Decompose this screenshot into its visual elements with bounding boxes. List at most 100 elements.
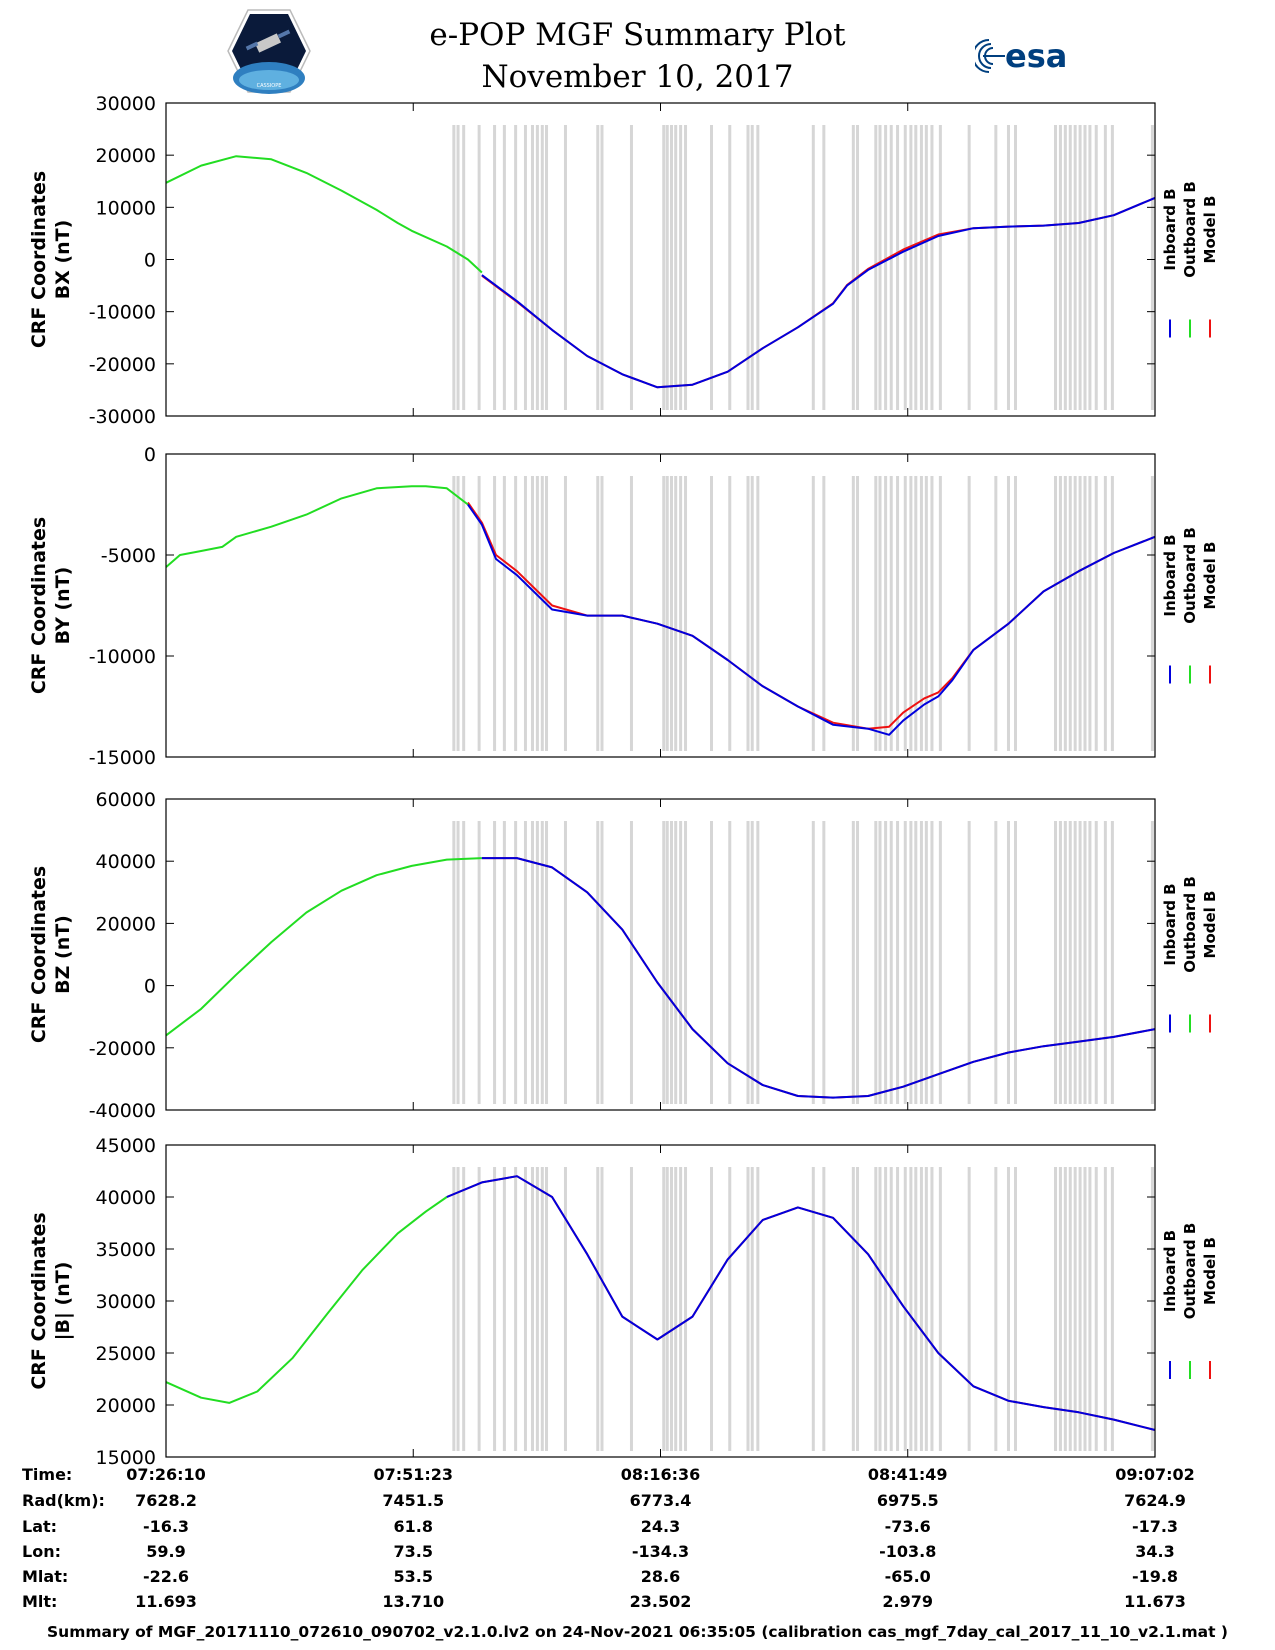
series-line-outboard-b <box>165 155 483 274</box>
logo-left-text: CASSIOPE <box>257 83 282 89</box>
chart-panel-2: -15000 -10000 -5000 0 CRF Coordinates BY (nT)… <box>28 444 1219 769</box>
y-axis-label: CRF Coordinates |B| (nT) <box>28 1212 74 1389</box>
chart-panel-4: 15000 20000 25000 30000 35000 40000 45000 CRF C… <box>28 1135 1219 1469</box>
info-value: 09:07:02 <box>1115 1465 1195 1484</box>
legend-label: Inboard B <box>1161 883 1179 965</box>
y-tick-label: -40000 <box>89 1100 156 1122</box>
legend-label: Inboard B <box>1161 188 1179 270</box>
legend-label: Model B <box>1201 542 1219 610</box>
esa-logo: esa <box>975 37 1067 75</box>
y-tick-label: 0 <box>144 250 156 272</box>
y-tick-label: -10000 <box>89 646 156 668</box>
info-row-label: Rad(km): <box>22 1491 105 1510</box>
info-value: 28.6 <box>641 1567 680 1586</box>
info-value: 11.673 <box>1124 1592 1186 1611</box>
series-line-inboard-b <box>446 1175 1156 1431</box>
legend-label: Model B <box>1201 1237 1219 1305</box>
y-axis-label-line1: CRF Coordinates <box>28 866 50 1043</box>
series-line-outboard-b <box>165 1196 448 1404</box>
y-axis-label: CRF Coordinates BZ (nT) <box>28 866 74 1043</box>
info-row-label: Mlt: <box>22 1592 57 1611</box>
chart-title: e-POP MGF Summary Plot <box>429 17 846 53</box>
plot-frame <box>165 798 1156 1111</box>
info-value: -19.8 <box>1132 1567 1178 1586</box>
y-tick-label: -30000 <box>89 406 156 428</box>
y-tick-label: 25000 <box>96 1343 156 1365</box>
legend-label: Outboard B <box>1181 527 1199 624</box>
info-value: 2.979 <box>882 1592 933 1611</box>
info-value: 73.5 <box>394 1542 433 1561</box>
y-tick-label: 10000 <box>96 197 156 219</box>
y-tick-label: 15000 <box>96 1447 156 1469</box>
legend-label: Inboard B <box>1161 534 1179 616</box>
series-line-inboard-b <box>481 196 1156 389</box>
info-value: 7451.5 <box>382 1491 444 1510</box>
y-tick-label: -20000 <box>89 354 156 376</box>
info-value: -16.3 <box>143 1517 189 1536</box>
series-line-inboard-b <box>481 857 1156 1099</box>
series-line-model-b <box>446 1175 1156 1431</box>
info-value: 6773.4 <box>630 1491 692 1510</box>
y-tick-label: 35000 <box>96 1239 156 1261</box>
title-block: e-POP MGF Summary Plot November 10, 2017 <box>0 14 1275 98</box>
info-value: -103.8 <box>879 1542 936 1561</box>
info-value: 07:51:23 <box>373 1465 453 1484</box>
y-tick-label: 40000 <box>96 1187 156 1209</box>
chart-panel-3: -40000 -20000 0 20000 40000 60000 CRF Coordina… <box>28 789 1219 1122</box>
legend-label: Model B <box>1201 196 1219 264</box>
info-value: 61.8 <box>394 1517 433 1536</box>
chart-panel-1: -30000 -20000 -10000 0 10000 20000 30000 CRF Co… <box>28 93 1219 428</box>
info-value: -65.0 <box>885 1567 931 1586</box>
chart-date: November 10, 2017 <box>481 59 794 95</box>
info-value: -73.6 <box>885 1517 931 1536</box>
y-axis-label-line1: CRF Coordinates <box>28 171 50 348</box>
y-tick-label: 40000 <box>96 851 156 873</box>
legend-label: Outboard B <box>1181 876 1199 973</box>
y-tick-label: 45000 <box>96 1135 156 1157</box>
plot-frame <box>165 1144 1156 1458</box>
y-tick-label: -5000 <box>101 545 156 567</box>
info-value: 13.710 <box>382 1592 444 1611</box>
y-tick-label: 0 <box>144 444 156 466</box>
info-value: 53.5 <box>394 1567 433 1586</box>
y-tick-label: -15000 <box>89 747 156 769</box>
y-axis-label-line2: BY (nT) <box>52 567 74 645</box>
series-line-outboard-b <box>165 857 482 1037</box>
info-value: -134.3 <box>632 1542 689 1561</box>
y-tick-label: 30000 <box>96 93 156 115</box>
y-axis-label-line2: BZ (nT) <box>52 915 74 994</box>
info-row-label: Mlat: <box>22 1567 68 1586</box>
legend-label: Outboard B <box>1181 1223 1199 1320</box>
position-info-table: Time: Rad(km): Lat: Lon: Mlat: Mlt: 07:26:10 76… <box>22 1465 1195 1611</box>
y-tick-label: 0 <box>144 976 156 998</box>
y-tick-label: -20000 <box>89 1038 156 1060</box>
info-value: -22.6 <box>143 1567 189 1586</box>
info-value: 11.693 <box>135 1592 197 1611</box>
info-value: -17.3 <box>1132 1517 1178 1536</box>
series-line-inboard-b <box>467 503 1156 736</box>
y-tick-label: 20000 <box>96 145 156 167</box>
info-value: 6975.5 <box>877 1491 939 1510</box>
y-tick-label: 20000 <box>96 1395 156 1417</box>
series-line-outboard-b <box>165 485 469 568</box>
info-row-label: Time: <box>22 1465 72 1484</box>
cassiope-logo: CASSIOPE <box>227 9 311 94</box>
plot-frame <box>165 453 1156 758</box>
esa-logo-text: esa <box>1005 37 1067 75</box>
y-axis-label-line1: CRF Coordinates <box>28 517 50 694</box>
y-axis-label-line1: CRF Coordinates <box>28 1212 50 1389</box>
info-value: 08:41:49 <box>868 1465 948 1484</box>
info-row-label: Lon: <box>22 1542 61 1561</box>
info-value: 59.9 <box>146 1542 185 1561</box>
info-value: 34.3 <box>1135 1542 1174 1561</box>
info-value: 07:26:10 <box>126 1465 206 1484</box>
info-value: 23.502 <box>630 1592 692 1611</box>
y-tick-label: -10000 <box>89 302 156 324</box>
legend-label: Outboard B <box>1181 181 1199 278</box>
info-value: 7628.2 <box>135 1491 197 1510</box>
plot-frame <box>165 102 1156 417</box>
y-tick-label: 20000 <box>96 913 156 935</box>
series-line-model-b <box>467 501 1156 730</box>
y-tick-label: 60000 <box>96 789 156 811</box>
